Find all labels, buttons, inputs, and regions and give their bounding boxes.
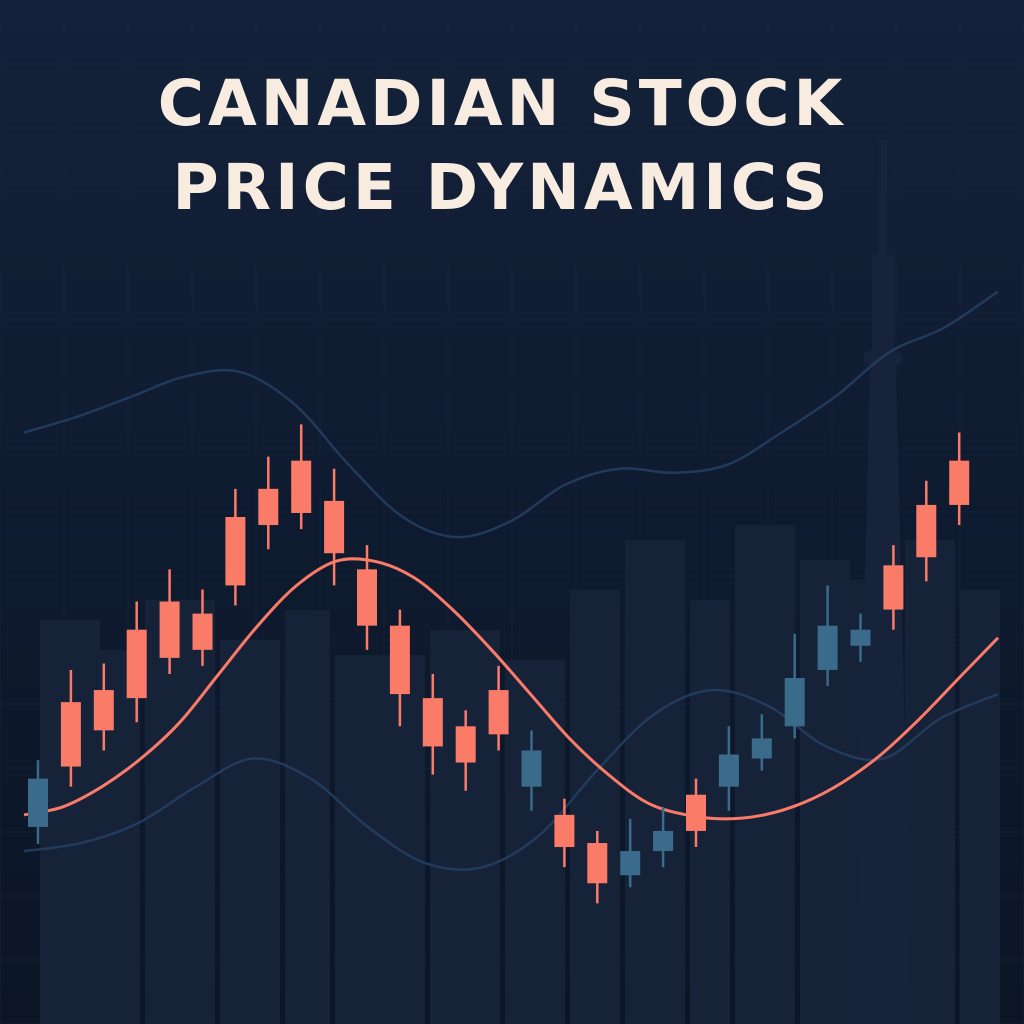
- candle-down: [784, 633, 805, 739]
- candle-body: [258, 488, 279, 526]
- candle-up: [422, 673, 443, 775]
- candle-up: [686, 778, 706, 848]
- candle-down: [521, 730, 542, 811]
- skyline-building: [220, 640, 280, 1024]
- candle-body: [883, 565, 904, 610]
- candle-up: [916, 480, 937, 582]
- cn-tower-antenna: [879, 140, 887, 360]
- skyline-building: [625, 540, 685, 1024]
- candle-body: [159, 601, 180, 658]
- lower-band-line: [23, 688, 999, 872]
- candle-up: [258, 456, 279, 550]
- candle-body: [784, 678, 805, 727]
- candle-body: [455, 726, 476, 763]
- cn-tower-base: [854, 370, 912, 1024]
- skyline-building: [285, 610, 330, 1024]
- candle-body: [389, 625, 410, 695]
- candle-body: [620, 851, 641, 876]
- candle-body: [949, 460, 970, 505]
- candle-down: [718, 726, 739, 811]
- candle-body: [653, 830, 674, 852]
- candle-up: [587, 830, 608, 904]
- candle-down: [653, 806, 674, 868]
- candle-up: [324, 468, 345, 586]
- candle-up: [554, 798, 575, 868]
- moving-average-line: [23, 557, 1000, 821]
- candles-layer: [28, 424, 970, 904]
- skyline-building: [570, 590, 620, 1024]
- title-line-1: CANADIAN STOCK: [157, 67, 847, 140]
- skyline-building: [335, 655, 425, 1024]
- candle-body: [225, 517, 246, 586]
- candle-up: [192, 589, 213, 666]
- candle-body: [60, 702, 81, 767]
- candle-up: [488, 665, 509, 751]
- candle-down: [28, 760, 48, 844]
- cn-tower-upper-shaft: [872, 255, 894, 375]
- candle-body: [587, 843, 608, 884]
- candle-up: [357, 545, 377, 650]
- candle-body: [28, 778, 48, 827]
- candle-up: [389, 609, 410, 727]
- candle-up: [455, 710, 476, 791]
- candle-up: [883, 545, 904, 630]
- candle-up: [93, 663, 114, 751]
- candle-body: [126, 629, 147, 699]
- candle-body: [817, 625, 838, 670]
- candle-down: [817, 585, 838, 687]
- title-line-2: PRICE DYNAMICS: [172, 151, 832, 224]
- candle-body: [291, 460, 312, 513]
- candle-body: [718, 754, 739, 787]
- candle-body: [357, 569, 377, 626]
- moving-average-layer: [23, 557, 1000, 821]
- candle-body: [554, 814, 575, 848]
- candle-down: [620, 818, 641, 888]
- candle-body: [488, 690, 509, 735]
- candle-up: [60, 669, 81, 787]
- candle-up: [949, 432, 970, 526]
- candle-body: [751, 738, 772, 759]
- envelope-bands: [23, 290, 999, 872]
- candle-body: [521, 750, 542, 787]
- skyline-building: [735, 525, 795, 1024]
- candle-up: [159, 569, 180, 674]
- candle-up: [126, 601, 147, 723]
- candle-body: [686, 794, 706, 831]
- candle-body: [850, 629, 871, 646]
- candle-body: [192, 613, 213, 650]
- candle-up: [291, 424, 312, 530]
- upper-band-line: [23, 290, 999, 539]
- skyline-building: [905, 540, 955, 1024]
- candle-body: [422, 698, 443, 747]
- candle-down: [751, 714, 772, 771]
- skyline-building: [430, 630, 500, 1024]
- candle-down: [850, 613, 871, 662]
- candle-body: [916, 504, 937, 558]
- candle-up: [225, 488, 246, 606]
- toronto-skyline-silhouette: [40, 140, 1000, 1024]
- chart-title: CANADIAN STOCK PRICE DYNAMICS: [0, 62, 1004, 230]
- candle-body: [324, 500, 345, 554]
- skyline-building: [960, 590, 1000, 1024]
- candle-body: [93, 690, 114, 731]
